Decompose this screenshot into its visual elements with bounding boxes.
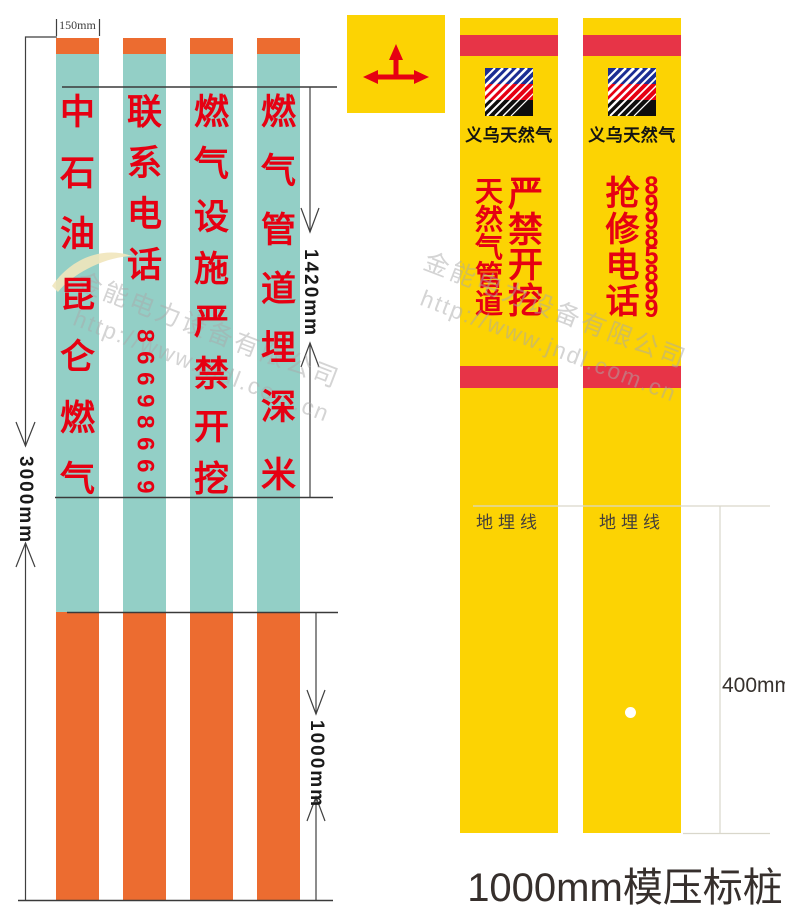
post-text-panel [257,54,300,612]
burial-line-label: 地埋线 [599,513,665,532]
post-buried-section [56,612,99,900]
right-post-1-left-column: 天然气管道 [474,176,503,319]
left-post-1-text: 中石油昆仑燃气 [59,93,95,499]
post-top-cap [190,38,233,54]
direction-sign-plate [347,15,445,113]
post-buried-section [257,612,300,900]
post-top-cap [257,38,300,54]
right-post-2-left-column: 抢修电话 [605,175,640,321]
brand-name: 义乌天然气 [465,126,553,145]
post-text-panel [190,54,233,612]
post-text-panel [56,54,99,612]
left-post-4-text: 燃气管道埋深 [260,93,296,427]
dim-label-burial-depth: 400mm [722,674,785,697]
left-post-3 [190,38,233,900]
left-post-4-suffix: 米 [260,456,296,495]
post-buried-section [190,612,233,900]
right-post-1-text-block: 天然气管道 严禁开挖 [460,175,558,321]
right-post-1: 义乌天然气 天然气管道 严禁开挖 地埋线 [460,18,558,833]
mount-hole [625,707,636,718]
dim-label-post-width: 150mm [59,18,96,32]
product-title: 1000mm模压标桩 [467,866,783,910]
left-post-3-text: 燃气设施严禁开挖 [193,93,229,499]
left-post-4 [257,38,300,900]
pipeline-direction-arrows-icon [363,44,429,84]
brand-name: 义乌天然气 [588,126,676,145]
post-top-cap [123,38,166,54]
post-text-panel [123,54,166,612]
bottom-red-stripe [583,366,681,388]
dim-label-total-length: 3000mm [15,455,36,545]
burial-line-label: 地埋线 [476,513,542,532]
dim-label-text-panel-length: 1420mm [300,248,321,338]
left-post-2 [123,38,166,900]
left-post-1 [56,38,99,900]
left-post-2-text: 联系电话 [126,93,162,285]
post-top-cap [56,38,99,54]
company-logo-icon [608,68,656,116]
dim-label-buried-length: 1000mm [306,720,327,809]
top-red-stripe [583,35,681,56]
top-red-stripe [460,35,558,56]
post-buried-section [123,612,166,900]
company-logo-icon [485,68,533,116]
bottom-red-stripe [460,366,558,388]
right-post-1-right-column: 严禁开挖 [508,175,544,321]
